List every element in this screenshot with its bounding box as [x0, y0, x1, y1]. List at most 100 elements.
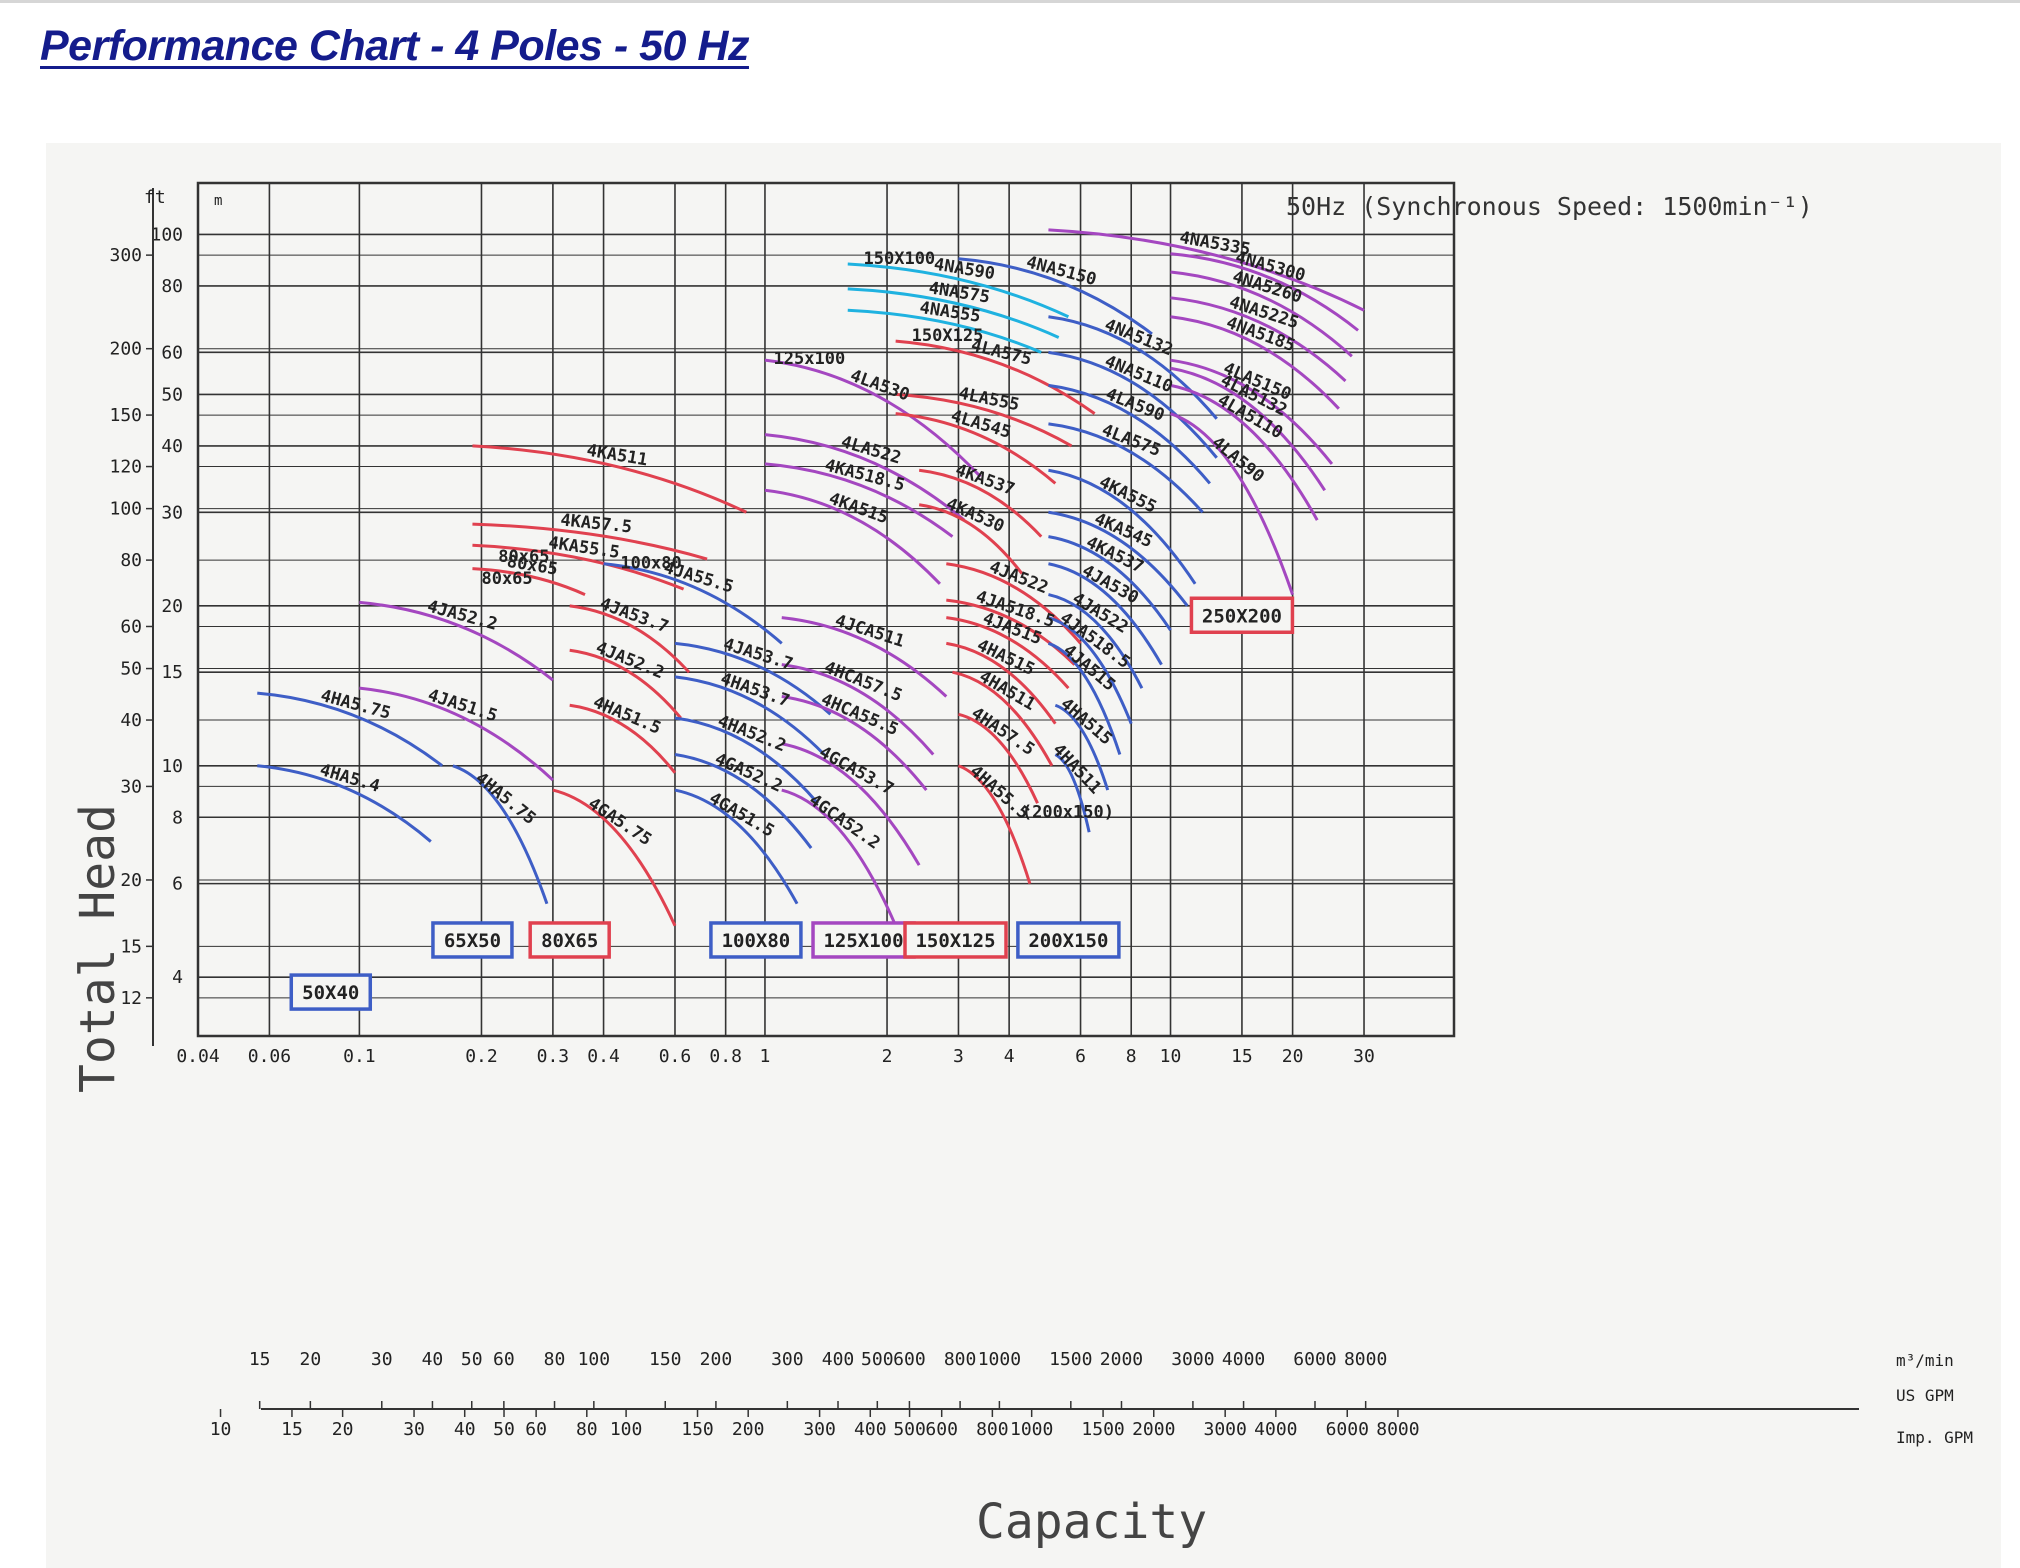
curve-label: 4HA51.5	[590, 692, 664, 738]
size-box	[431, 921, 514, 959]
pump-curve	[958, 712, 1039, 804]
pump-curve	[1170, 412, 1295, 596]
pump-curve	[764, 433, 966, 522]
curve-labels: 4HA5.44HA5.754HA5.754JA51.54JA52.24GA5.7…	[318, 228, 1308, 854]
x-tick-label: 1	[760, 1046, 771, 1067]
pump-curve	[781, 695, 928, 792]
y-tick-label-m: 30	[161, 502, 183, 523]
us-gpm-label: 4000	[1222, 1349, 1265, 1370]
x-tick-label: 3	[953, 1046, 964, 1067]
pump-curve	[359, 600, 554, 682]
pump-curve	[257, 764, 432, 843]
pump-curve	[895, 392, 1073, 448]
pump-curve	[781, 742, 921, 866]
pump-curve	[764, 462, 954, 538]
size-box-label: 100X80	[722, 930, 791, 952]
y-unit-m: m	[214, 193, 222, 209]
x-tick-label: 0.4	[587, 1046, 620, 1067]
pump-curve	[1048, 593, 1144, 689]
zone-label: 100x80	[620, 554, 681, 574]
y-tick-label-m: 8	[172, 807, 183, 828]
imp-gpm-label: 40	[454, 1419, 476, 1440]
curve-label: 4GCA53.7	[816, 742, 897, 799]
x-tick-label: 0.3	[537, 1046, 570, 1067]
y-tick-label-ft: 12	[120, 988, 142, 1009]
y-tick-label-ft: 120	[109, 457, 142, 478]
us-gpm-label: 600	[893, 1349, 926, 1370]
pump-curve	[674, 716, 819, 805]
us-gpm-label: 300	[771, 1349, 804, 1370]
size-box-label: 80X65	[541, 930, 598, 952]
x-tick-label: 6	[1075, 1046, 1086, 1067]
size-box	[811, 921, 916, 959]
pump-curve	[569, 648, 682, 719]
chart-title: 50Hz (Synchronous Speed: 1500min⁻¹)	[1286, 192, 1813, 221]
pump-curve	[1048, 315, 1218, 420]
curve-label: 4JA53.7	[597, 594, 671, 638]
us-gpm-label: 15	[249, 1349, 271, 1370]
pump-curve	[1170, 366, 1326, 492]
pump-curve	[674, 788, 799, 905]
imp-gpm-label: 60	[525, 1419, 547, 1440]
top-border	[0, 0, 2020, 3]
imp-gpm-label: 50	[493, 1419, 515, 1440]
y-tick-label-m: 60	[161, 342, 183, 363]
size-box	[903, 921, 1008, 959]
grid: 0.04 0.06 0.1 0.2 0.3 0.4 0.6 0.8 1 2 3 4 6 8 10 15 20 30…	[150, 181, 1456, 1067]
pump-curve	[1048, 228, 1365, 312]
size-box	[528, 921, 611, 959]
pump-curve	[552, 788, 677, 927]
pump-curve	[569, 604, 691, 674]
imp-gpm-label: 100	[610, 1419, 643, 1440]
y-tick-label-m: 80	[161, 276, 183, 297]
pump-curve	[1170, 296, 1347, 383]
size-box-label: 150X125	[915, 930, 995, 952]
x-tick-label: 0.1	[343, 1046, 376, 1067]
imp-gpm-label: 10	[210, 1419, 232, 1440]
imp-gpm-label: 6000	[1326, 1419, 1369, 1440]
x-tick-label: 0.2	[465, 1046, 498, 1067]
zone-label: 150X100	[864, 249, 936, 269]
curve-label: 4LA590	[1208, 433, 1268, 487]
curve-label: 4GA52.2	[712, 749, 786, 797]
curve-label: 4NA5150	[1024, 252, 1098, 290]
size-box	[709, 921, 803, 959]
y-tick-label-ft: 15	[120, 936, 142, 957]
pump-curve	[1054, 753, 1091, 833]
pump-curve	[603, 562, 783, 645]
pump-curve	[1047, 641, 1122, 755]
pump-curve	[452, 764, 549, 905]
pump-curve	[1170, 358, 1334, 465]
imp-gpm-label: 1500	[1081, 1419, 1124, 1440]
y-tick-label-m: 20	[161, 596, 183, 617]
pump-curve	[1048, 468, 1197, 585]
pump-curve	[472, 444, 748, 514]
size-box-label: 65X50	[444, 930, 501, 952]
x-tick-label: 15	[1231, 1046, 1253, 1067]
pump-curve	[674, 753, 813, 849]
imp-gpm-label: 20	[332, 1419, 354, 1440]
us-gpm-label: 20	[300, 1349, 322, 1370]
pump-curve	[781, 616, 948, 698]
imp-gpm-label: 4000	[1254, 1419, 1297, 1440]
imp-gpm-label: 150	[681, 1419, 714, 1440]
pump-curve	[918, 503, 1024, 575]
y-tick-label-m: 10	[161, 756, 183, 777]
pump-curve	[1048, 383, 1211, 485]
y-tick-label-ft: 40	[120, 710, 142, 731]
pump-curve	[847, 287, 1060, 339]
imp-gpm-label: 300	[803, 1419, 836, 1440]
pump-curve	[1054, 703, 1110, 791]
pump-curve	[674, 641, 832, 716]
y-tick-label-ft: 300	[109, 245, 142, 266]
x-tick-label: 0.6	[659, 1046, 692, 1067]
us-gpm-label: 400	[822, 1349, 855, 1370]
us-gpm-label: 3000	[1171, 1349, 1214, 1370]
us-gpm-label: 40	[422, 1349, 444, 1370]
us-gpm-label: 800	[944, 1349, 977, 1370]
y-axis-title: Total Head	[70, 804, 126, 1093]
y-unit-ft: ft	[144, 187, 166, 208]
pump-curve	[946, 641, 1057, 725]
imp-gpm-label: 15	[281, 1419, 303, 1440]
imp-gpm-label: 1000	[1010, 1419, 1053, 1440]
